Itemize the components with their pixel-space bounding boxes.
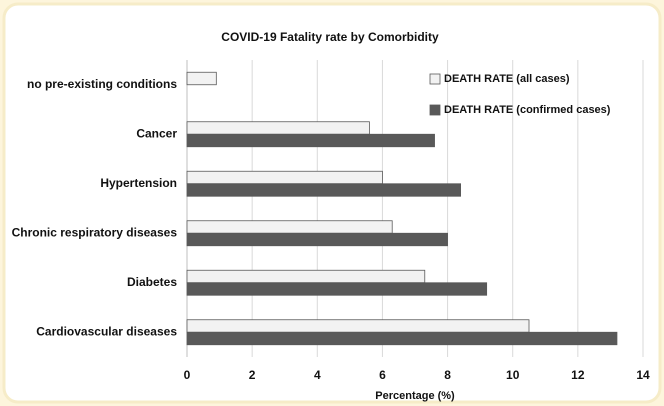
x-tick-label: 0 [184, 368, 191, 382]
x-tick-label: 12 [571, 368, 585, 382]
bar [186, 319, 530, 333]
x-tick-label: 8 [444, 368, 451, 382]
legend-label: DEATH RATE (all cases) [444, 73, 570, 85]
y-tick-label: Chronic respiratory diseases [12, 225, 178, 239]
y-tick-label: Diabetes [127, 275, 177, 289]
x-tick-label: 4 [314, 368, 321, 382]
legend-swatch [429, 73, 441, 85]
y-tick-label: Hypertension [100, 176, 177, 190]
x-tick-label: 10 [506, 368, 520, 382]
bar [186, 232, 448, 247]
bar [186, 282, 488, 296]
bar [186, 269, 426, 284]
x-axis-label: Percentage (%) [375, 390, 455, 402]
bar [186, 220, 393, 234]
legend-swatch [429, 104, 441, 116]
bar [186, 133, 435, 148]
bar [186, 183, 462, 197]
y-tick-label: no pre-existing conditions [27, 77, 177, 91]
x-tick-label: 14 [636, 368, 650, 382]
chart-title: COVID-19 Fatality rate by Comorbidity [221, 30, 439, 44]
x-tick-label: 2 [249, 368, 256, 382]
x-tick-label: 6 [379, 368, 386, 382]
bar [186, 71, 217, 86]
bar [186, 170, 383, 185]
bar [186, 121, 370, 135]
y-tick-label: Cardiovascular diseases [36, 324, 177, 338]
bar [186, 331, 618, 346]
y-tick-label: Cancer [136, 126, 177, 140]
legend-label: DEATH RATE (confirmed cases) [444, 104, 611, 116]
